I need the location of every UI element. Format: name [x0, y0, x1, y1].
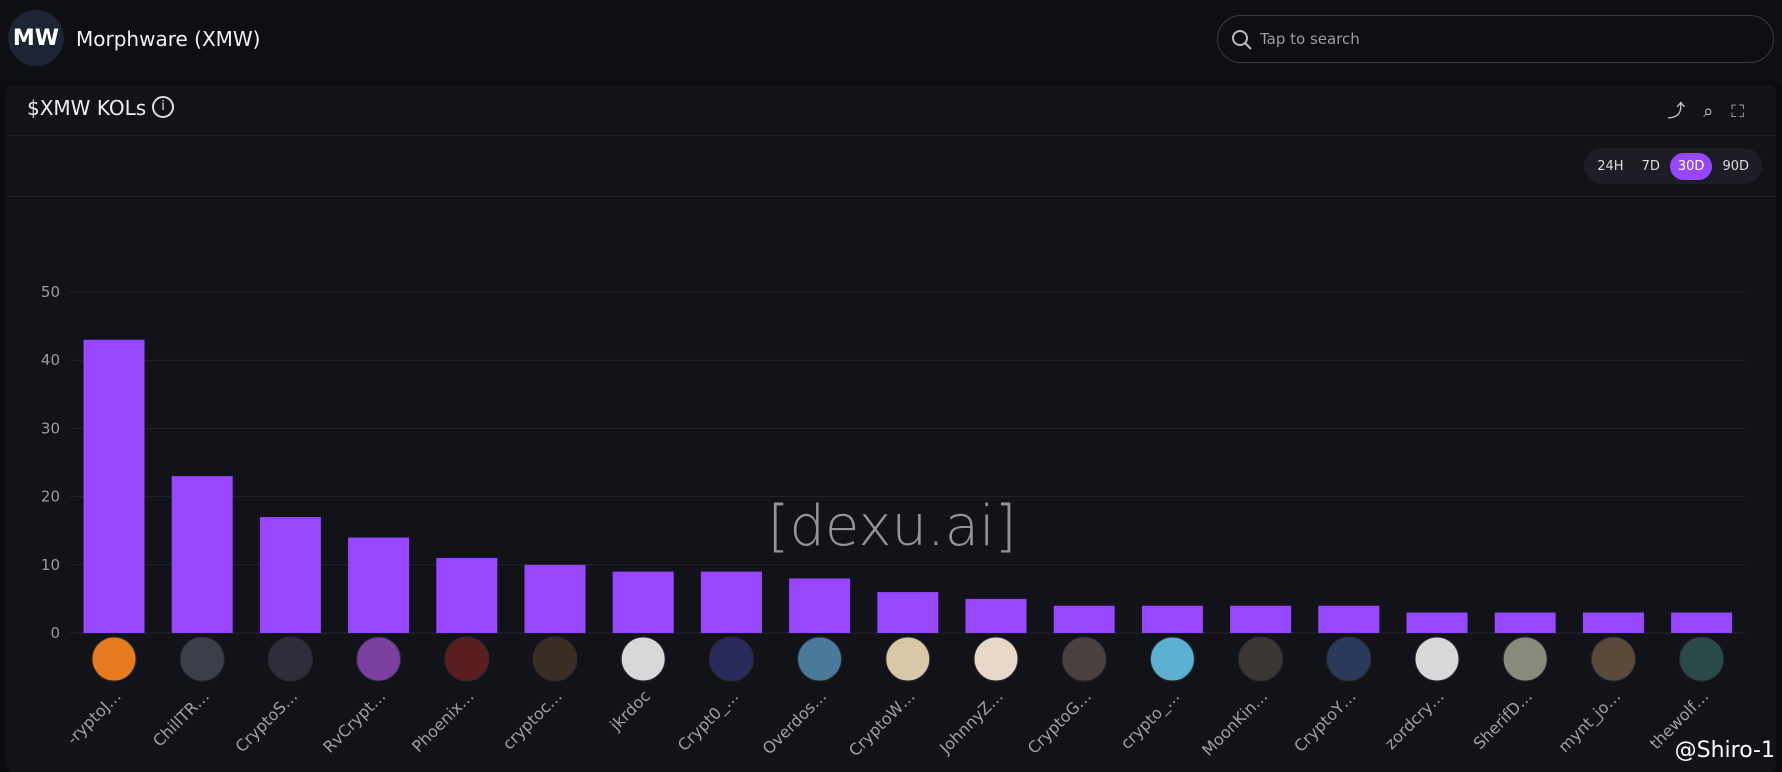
- avatar: [1149, 636, 1195, 682]
- avatar: [708, 636, 754, 682]
- bar: [1406, 612, 1468, 633]
- y-tick-label: 20: [41, 488, 60, 506]
- avatar: [532, 636, 578, 682]
- panel-title: $XMW KOLs: [27, 96, 147, 120]
- bar: [436, 557, 498, 633]
- token-title: Morphware (XMW): [76, 27, 261, 51]
- bar: [789, 578, 851, 633]
- y-tick-label: 0: [50, 624, 60, 642]
- range-button[interactable]: 7D: [1641, 158, 1660, 174]
- x-tick-label: CryptoG…: [1024, 686, 1095, 757]
- x-tick-label: zordcry…: [1381, 686, 1448, 753]
- avatar: [1502, 636, 1548, 682]
- divider: [6, 196, 1776, 197]
- avatar: [356, 636, 402, 682]
- avatar: [1061, 636, 1107, 682]
- bar: [83, 339, 145, 633]
- search-icon: [1232, 30, 1252, 50]
- avatar: [267, 636, 313, 682]
- x-tick-label: CryptoS…: [232, 686, 302, 756]
- bar: [259, 517, 321, 633]
- bar: [1494, 612, 1556, 633]
- x-tick-label: SherifD…: [1469, 686, 1536, 753]
- watermark: [dexu.ai]: [767, 494, 1016, 559]
- avatar: [973, 636, 1019, 682]
- avatar: [1590, 636, 1636, 682]
- avatar: [1238, 636, 1284, 682]
- x-tick-label: jkrdoc: [605, 686, 654, 735]
- bar: [348, 537, 410, 633]
- range-button[interactable]: 24H: [1597, 158, 1624, 174]
- avatar: [1679, 636, 1725, 682]
- bar: [612, 571, 674, 633]
- credit: @Shiro-1: [1675, 738, 1775, 763]
- search-placeholder: Tap to search: [1260, 30, 1360, 48]
- bar: [1582, 612, 1644, 633]
- avatar: [1326, 636, 1372, 682]
- range-button[interactable]: 90D: [1722, 158, 1749, 174]
- bar: [700, 571, 762, 633]
- bar: [171, 476, 233, 633]
- bar: [1053, 605, 1115, 633]
- avatar: [179, 636, 225, 682]
- divider: [6, 135, 1776, 136]
- x-tick-label: Phoenix…: [408, 686, 478, 756]
- x-tick-label: ChillTR…: [149, 686, 213, 750]
- x-tick-label: JohnnyZ…: [935, 686, 1007, 758]
- x-tick-label: mynt_jo…: [1554, 686, 1625, 757]
- avatar: [797, 636, 843, 682]
- bar: [965, 598, 1027, 633]
- x-tick-label: -ryptoJ…: [63, 686, 125, 748]
- y-tick-label: 10: [41, 556, 60, 574]
- x-tick-label: crypto_…: [1117, 686, 1184, 753]
- x-tick-label: Overdos…: [759, 686, 831, 758]
- x-tick-label: MoonKin…: [1198, 686, 1271, 759]
- x-tick-label: Crypt0_…: [674, 686, 743, 755]
- info-icon[interactable]: i: [152, 96, 174, 118]
- bar: [1318, 605, 1380, 633]
- avatar: [91, 636, 137, 682]
- search-box[interactable]: Tap to search: [1217, 15, 1774, 63]
- bar: [524, 564, 586, 633]
- panel-icons: ⤴⌕⛶: [1667, 101, 1762, 122]
- logo[interactable]: MW: [8, 10, 64, 66]
- avatar: [1414, 636, 1460, 682]
- range-button[interactable]: 30D: [1669, 152, 1713, 180]
- bar: [877, 592, 939, 633]
- y-tick-label: 40: [41, 351, 60, 369]
- x-tick-label: CryptoW…: [845, 686, 919, 760]
- y-tick-label: 30: [41, 419, 60, 437]
- bar: [1141, 605, 1203, 633]
- avatar: [885, 636, 931, 682]
- x-tick-label: RvCrypt…: [319, 686, 389, 756]
- bar: [1671, 612, 1733, 633]
- header: MW Morphware (XMW) Tap to search: [0, 0, 1782, 82]
- x-tick-label: CryptoY…: [1290, 686, 1359, 755]
- avatar: [444, 636, 490, 682]
- avatar: [620, 636, 666, 682]
- range-switch: 24H 7D 30D 90D: [1584, 148, 1762, 184]
- x-tick-label: cryptoc…: [499, 686, 566, 753]
- bar: [1230, 605, 1292, 633]
- y-tick-label: 50: [41, 283, 60, 301]
